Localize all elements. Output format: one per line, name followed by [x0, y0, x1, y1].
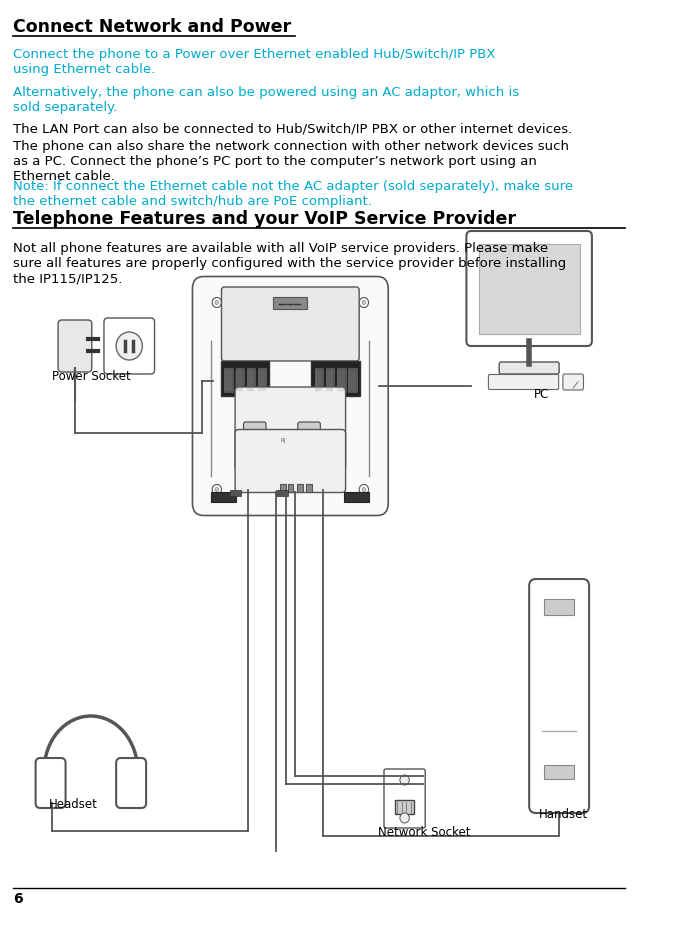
FancyBboxPatch shape — [298, 422, 320, 456]
Bar — [287, 483, 293, 492]
Circle shape — [212, 484, 221, 494]
FancyBboxPatch shape — [193, 277, 388, 516]
Bar — [479, 244, 580, 334]
Bar — [258, 368, 266, 392]
Bar — [247, 368, 255, 392]
Bar — [337, 368, 345, 392]
Text: 6: 6 — [13, 892, 22, 906]
Text: Handset: Handset — [539, 808, 588, 821]
Circle shape — [247, 431, 262, 447]
Bar — [236, 368, 244, 392]
Text: Connect Network and Power: Connect Network and Power — [13, 18, 291, 36]
FancyBboxPatch shape — [563, 374, 584, 390]
FancyBboxPatch shape — [35, 758, 65, 808]
Circle shape — [359, 484, 368, 494]
Circle shape — [116, 332, 142, 360]
Bar — [544, 765, 574, 779]
Circle shape — [362, 487, 366, 492]
Text: Note: If connect the Ethernet cable not the AC adapter (sold separately), make s: Note: If connect the Ethernet cable not … — [13, 180, 573, 208]
Circle shape — [212, 297, 221, 307]
Text: The LAN Port can also be connected to Hub/Switch/IP PBX or other internet device: The LAN Port can also be connected to Hu… — [13, 123, 572, 136]
Circle shape — [362, 301, 366, 305]
FancyBboxPatch shape — [244, 422, 266, 456]
Text: Telephone Features and your VoIP Service Provider: Telephone Features and your VoIP Service… — [13, 210, 516, 228]
FancyBboxPatch shape — [235, 430, 345, 493]
Bar — [230, 490, 241, 495]
Text: Headset: Headset — [49, 798, 97, 811]
FancyBboxPatch shape — [58, 320, 92, 372]
Bar — [221, 361, 269, 396]
Bar — [344, 492, 370, 502]
FancyBboxPatch shape — [221, 287, 359, 361]
Bar — [297, 483, 302, 492]
Circle shape — [215, 301, 219, 305]
Text: PC: PC — [534, 388, 549, 401]
FancyBboxPatch shape — [499, 362, 559, 374]
Text: RJ: RJ — [281, 438, 286, 443]
FancyBboxPatch shape — [116, 758, 146, 808]
Bar — [280, 483, 285, 492]
Bar — [326, 368, 334, 392]
Bar — [224, 368, 233, 392]
Circle shape — [359, 297, 368, 307]
Text: Network Socket: Network Socket — [379, 826, 471, 839]
Circle shape — [400, 775, 409, 785]
Bar — [311, 361, 360, 396]
Text: Power Socket: Power Socket — [52, 370, 130, 383]
FancyBboxPatch shape — [384, 769, 425, 828]
FancyBboxPatch shape — [466, 231, 592, 346]
Circle shape — [400, 813, 409, 823]
Text: Connect the phone to a Power over Ethernet enabled Hub/Switch/IP PBX
using Ether: Connect the phone to a Power over Ethern… — [13, 48, 496, 76]
Bar — [276, 490, 287, 495]
Bar — [306, 483, 312, 492]
FancyBboxPatch shape — [235, 387, 345, 470]
Circle shape — [215, 487, 219, 492]
Bar — [274, 296, 307, 308]
Bar — [395, 800, 414, 814]
FancyBboxPatch shape — [104, 318, 155, 374]
Bar — [270, 294, 311, 310]
Bar — [544, 599, 574, 615]
FancyBboxPatch shape — [529, 579, 589, 813]
Bar — [211, 492, 236, 502]
Circle shape — [302, 431, 317, 447]
Bar — [349, 368, 357, 392]
Text: The phone can also share the network connection with other network devices such
: The phone can also share the network con… — [13, 140, 569, 183]
Text: Alternatively, the phone can also be powered using an AC adaptor, which is
sold : Alternatively, the phone can also be pow… — [13, 86, 519, 114]
Bar — [279, 433, 302, 451]
FancyBboxPatch shape — [488, 374, 558, 390]
Bar — [315, 368, 323, 392]
Text: Not all phone features are available with all VoIP service providers. Please mak: Not all phone features are available wit… — [13, 242, 567, 285]
